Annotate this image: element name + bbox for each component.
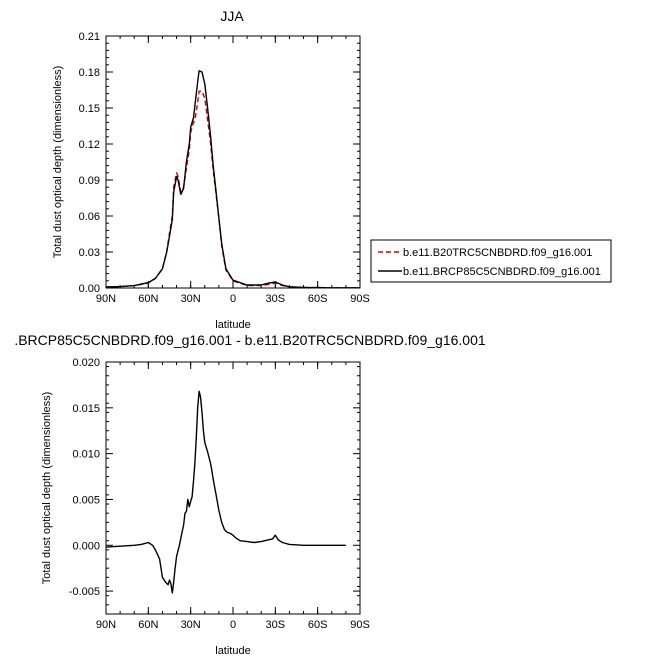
y-tick-label: 0.005: [72, 494, 100, 506]
y-axis: -0.005 0.000 0.005 0.010 0.015 0.020: [69, 357, 360, 615]
y-axis-label: Total dust optical depth (dimensionless): [41, 392, 53, 585]
plot-frame: [105, 361, 361, 615]
y-tick-label: 0.21: [79, 31, 100, 43]
x-tick-label: 60N: [138, 619, 158, 631]
x-tick-label: 30N: [181, 619, 201, 631]
y-tick-label: 0.000: [72, 540, 100, 552]
y-axis-label: Total dust optical depth (dimensionless): [52, 66, 64, 259]
x-axis-label: latitude: [215, 319, 250, 331]
y-axis: 0.00 0.03 0.06 0.09 0.12 0.15 0.18 0.21: [79, 31, 360, 295]
series-line-1: [105, 70, 360, 289]
x-tick-label: 0: [230, 619, 236, 631]
x-tick-label: 90N: [96, 293, 116, 305]
x-tick-label: 90S: [350, 293, 370, 305]
x-tick-label: 0: [230, 293, 236, 305]
x-tick-label: 90N: [96, 619, 116, 631]
x-tick-label: 60N: [138, 293, 158, 305]
y-tick-label: 0.00: [79, 283, 100, 295]
plot-area: [105, 390, 346, 594]
y-tick-label: 0.06: [79, 211, 100, 223]
plot-area: [105, 70, 360, 289]
x-tick-label: 90S: [350, 619, 370, 631]
chart-panel-top: JJA 0.00 0.03 0.06 0.09 0.12 0.15 0.18 0.21 90N…: [52, 8, 612, 331]
y-tick-label: 0.03: [79, 247, 100, 259]
x-tick-label: 60S: [308, 619, 328, 631]
chart-title: JJA: [220, 8, 244, 24]
series-line-0: [105, 390, 346, 594]
y-tick-label: 0.18: [79, 67, 100, 79]
y-tick-label: 0.12: [79, 139, 100, 151]
plot-frame: [105, 35, 361, 289]
chart-panel-bottom: .BRCP85C5CNBDRD.f09_g16.001 - b.e11.B20T…: [14, 332, 486, 657]
y-tick-label: 0.020: [72, 357, 100, 369]
x-tick-label: 60S: [308, 293, 328, 305]
x-tick-label: 30N: [181, 293, 201, 305]
legend-label-brcp85: b.e11.BRCP85C5CNBDRD.f09_g16.001: [403, 266, 601, 278]
y-tick-label: 0.15: [79, 103, 100, 115]
y-tick-label: -0.005: [69, 586, 100, 598]
legend-box: [370, 239, 612, 283]
legend-label-b20trc: b.e11.B20TRC5CNBDRD.f09_g16.001: [403, 247, 592, 259]
x-axis: 90N 60N 30N 0 30S 60S 90S: [96, 362, 370, 631]
series-line-0: [105, 90, 360, 289]
x-axis-label: latitude: [215, 645, 250, 657]
x-tick-label: 30S: [266, 619, 286, 631]
chart-title: .BRCP85C5CNBDRD.f09_g16.001 - b.e11.B20T…: [14, 332, 486, 348]
x-axis: 90N 60N 30N 0 30S 60S 90S: [96, 36, 370, 305]
y-tick-label: 0.010: [72, 449, 100, 461]
legend: b.e11.B20TRC5CNBDRD.f09_g16.001 b.e11.BR…: [370, 239, 612, 283]
y-tick-label: 0.09: [79, 175, 100, 187]
x-tick-label: 30S: [266, 293, 286, 305]
y-tick-label: 0.015: [72, 403, 100, 415]
